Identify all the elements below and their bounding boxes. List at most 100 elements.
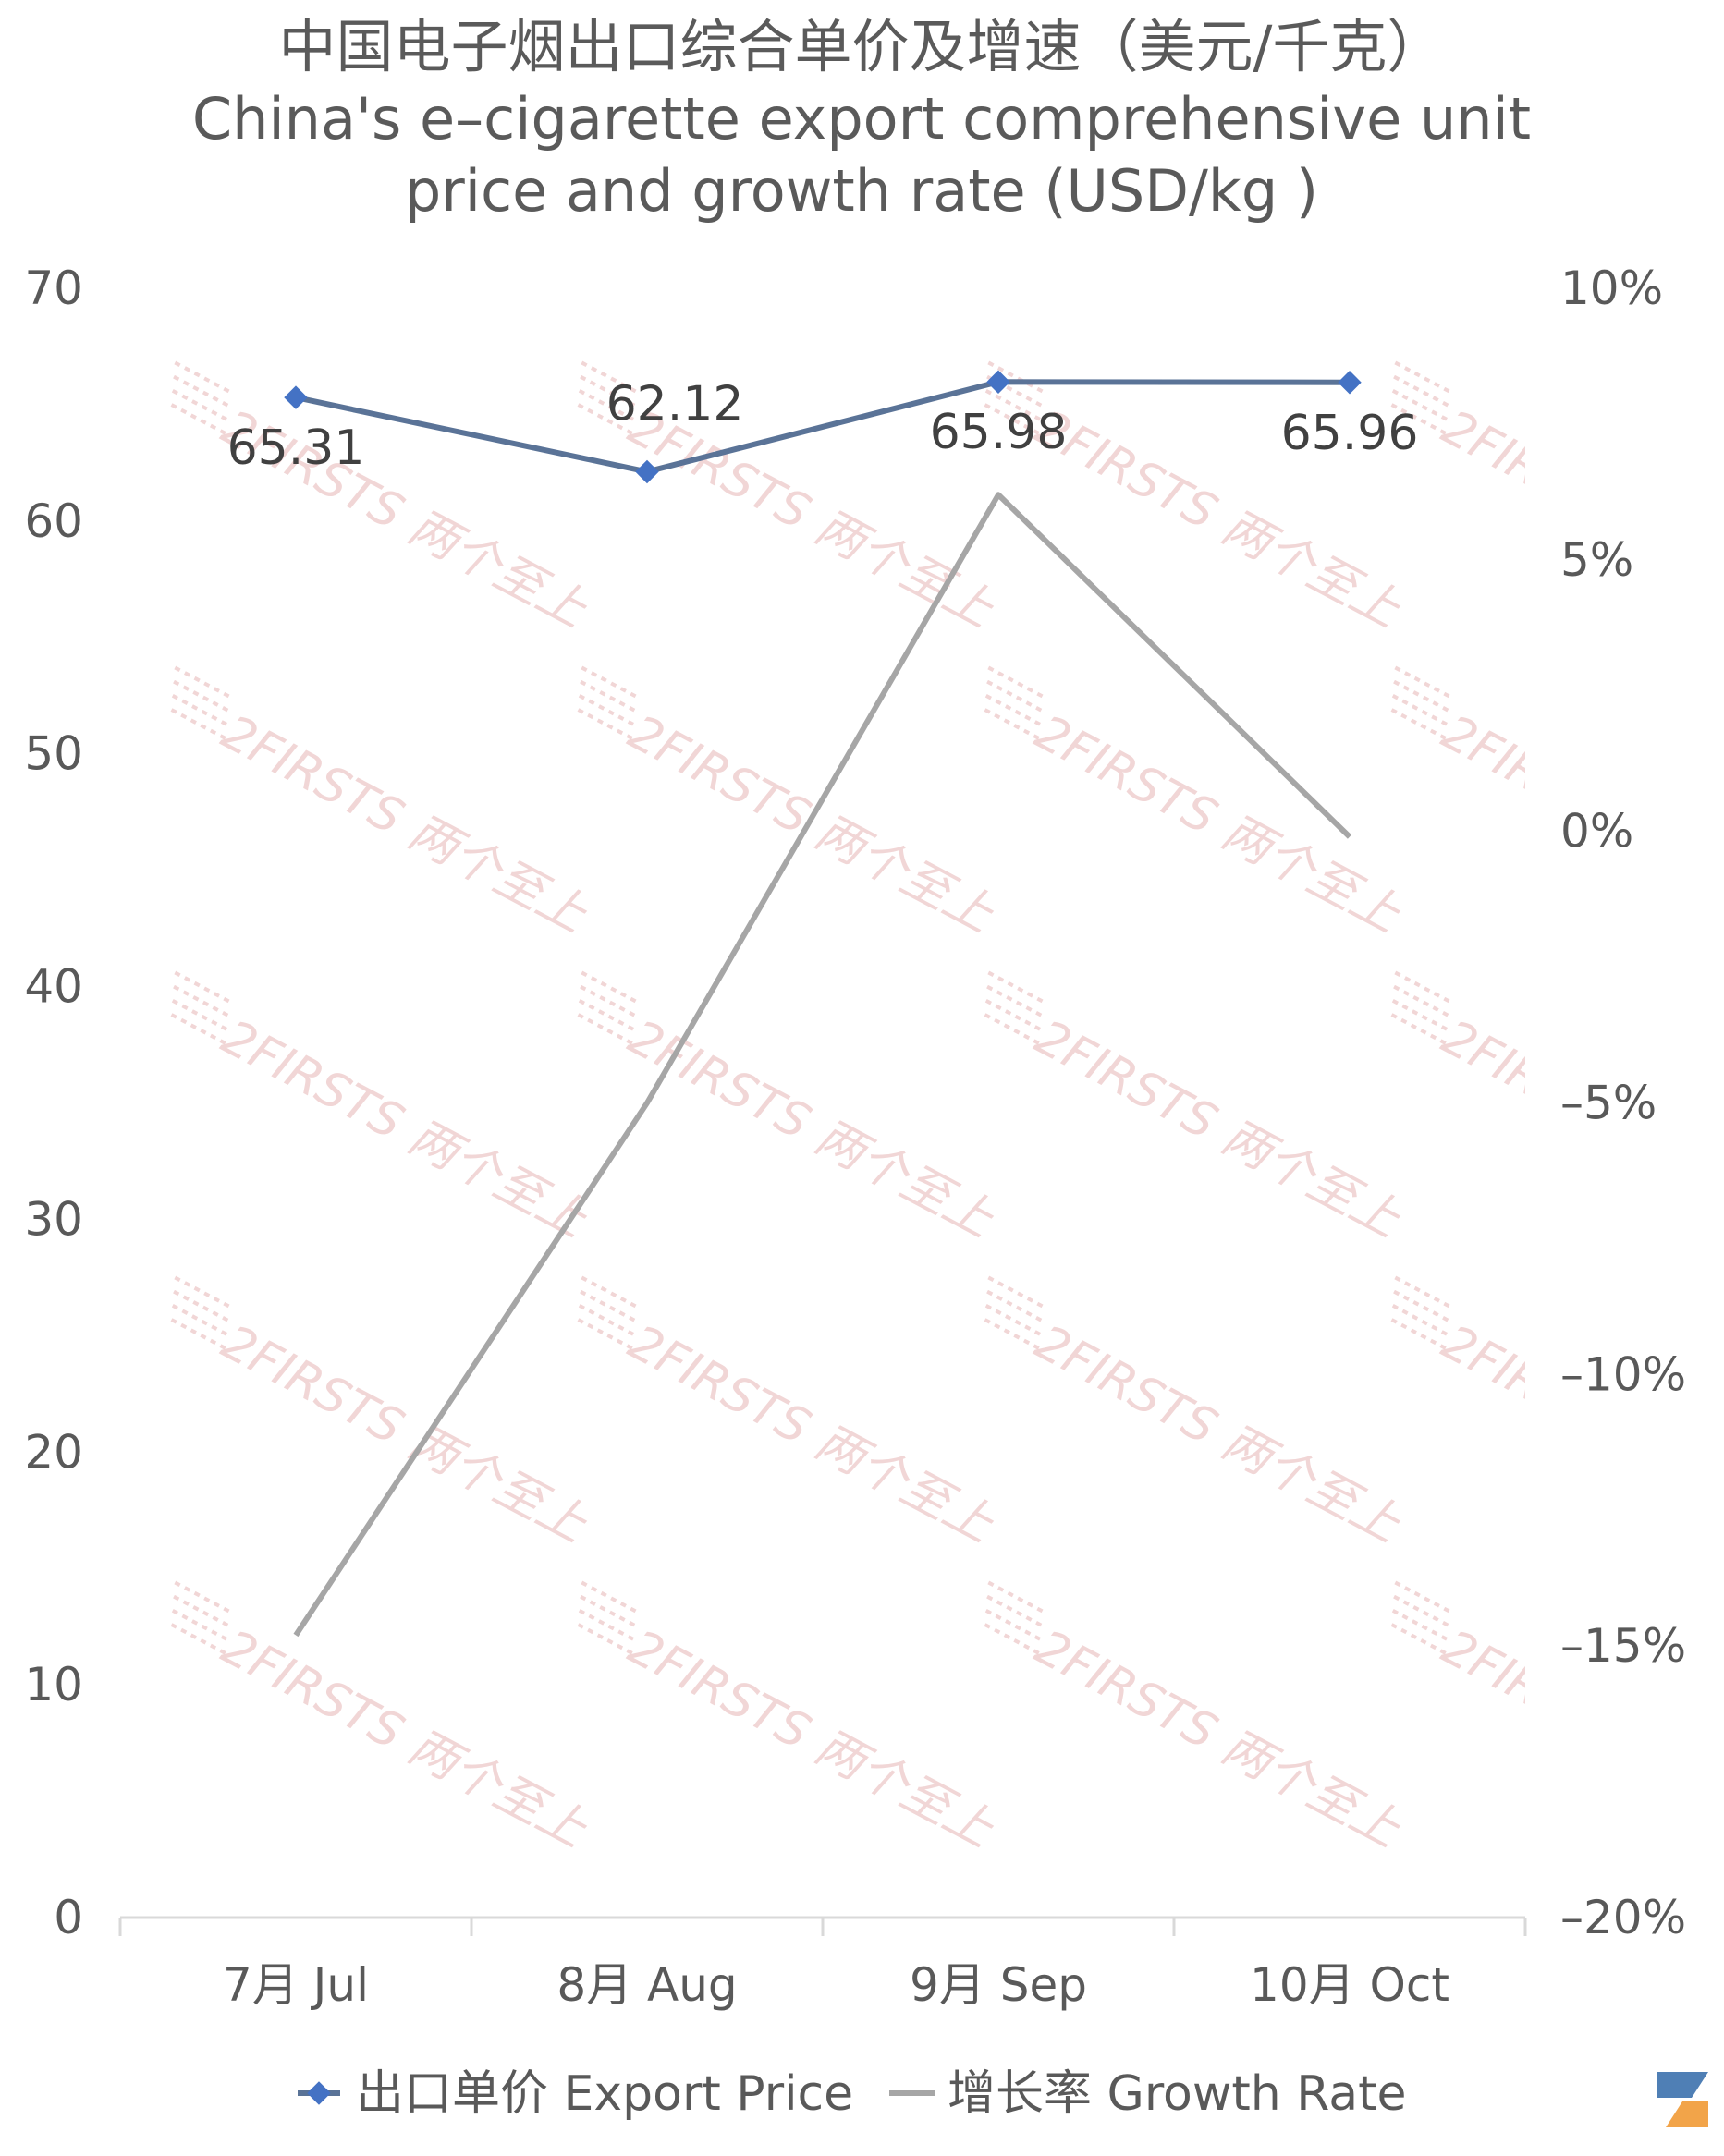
left-axis-tick-label: 60 [24,494,83,548]
watermark-icon [984,708,1044,742]
watermark-text: 2FIRSTS 两个至上 [213,1315,596,1553]
right-axis-tick-label: 10% [1560,262,1663,315]
watermark-icon [1391,694,1451,728]
left-axis-tick-label: 30 [24,1192,83,1246]
watermark-icon [170,1623,230,1657]
watermark-icon [577,1623,637,1657]
chart-subtitle-line-1: China's e–cigarette export comprehensive… [192,85,1531,152]
watermark-text: 2FIRSTS 两个至上 [1026,1620,1410,1858]
watermark-icon [171,694,231,728]
watermark-icon [987,1580,1047,1615]
watermark-icon [1394,665,1454,700]
watermark-icon [987,665,1047,700]
export-price-data-label: 65.31 [227,420,365,476]
watermark: 2FIRSTS 两个至上 [577,665,1003,944]
x-axis-label: 10月 Oct [1250,1958,1449,2012]
watermark-text: 2FIRSTS 两个至上 [1026,1010,1410,1249]
x-axis-label: 9月 Sep [910,1958,1087,2012]
watermark-icon [174,970,234,1005]
watermark-icon [577,708,637,742]
watermark-icon [1393,1594,1452,1629]
watermark-icon [984,1623,1044,1657]
watermark-icon [578,694,638,728]
watermark: 2FIRSTS 两个至上 [170,360,596,639]
export-price-line [295,379,1351,475]
watermark-icon [581,970,641,1005]
x-axis-label: 8月 Aug [556,1958,737,2012]
right-axis-tick-label: 5% [1560,533,1633,587]
watermark-icon [581,1580,641,1615]
watermark-icon [986,679,1045,714]
watermark-icon [1390,1318,1450,1352]
watermark-icon [578,1609,638,1643]
watermark-icon [1391,1609,1451,1643]
watermark-icon [984,694,1045,728]
watermark-icon [173,984,232,1019]
watermark-icon [577,1318,637,1352]
right-axis-tick-label: –20% [1560,1891,1686,1944]
watermark: 2FIRSTS 两个至上 [984,360,1410,639]
right-axis-tick-label: –5% [1560,1077,1657,1130]
left-axis-tick-label: 40 [24,960,83,1014]
watermark-text: 2FIRSTS 两个至上 [1433,400,1724,639]
watermark: 2FIRSTS 两个至上 [984,665,1410,944]
series-export-price [284,370,1362,484]
left-axis-ticks: 0 10 20 30 40 50 60 70 [24,262,83,1944]
watermark-icon [986,984,1045,1019]
watermark-icon [581,665,641,700]
watermark-icon [174,360,234,396]
legend-price-marker [307,2081,331,2105]
watermark-icon [174,1580,234,1615]
left-axis-tick-label: 50 [24,727,83,781]
watermark-icon [1394,970,1454,1005]
export-price-data-label: 62.12 [606,376,744,432]
watermark-text: 2FIRSTS 两个至上 [1026,1315,1410,1553]
data-labels: 65.31 62.12 65.98 65.96 [227,376,1419,476]
watermark-icon [984,999,1045,1033]
watermark: 2FIRSTS 两个至上 [170,665,596,944]
right-axis-ticks: –20% –15% –10% –5% 0% 5% 10% [1560,262,1686,1944]
watermark: 2FIRSTS 两个至上 [170,1275,596,1553]
watermark-icon [1390,1013,1450,1047]
watermark: 2FIRSTS 两个至上 [577,1275,1003,1553]
watermark-icon [1393,679,1452,714]
left-axis-tick-label: 0 [54,1891,83,1944]
watermark-icon [580,1289,639,1324]
watermark-icon [1391,999,1451,1033]
watermark-icon [174,665,234,700]
watermark: 2FIRSTS 两个至上 [577,1580,1003,1858]
watermark-icon [987,1275,1047,1310]
watermark: 2FIRSTS 两个至上 [1390,665,1525,944]
growth-rate-line [293,492,1352,1638]
watermark-icon [986,1594,1045,1629]
watermark-icon [1390,1623,1450,1657]
x-axis-label: 7月 Jul [223,1958,369,2012]
watermark-icon [1390,708,1450,742]
export-price-data-label: 65.96 [1281,406,1419,461]
watermark: 2FIRSTS 两个至上 [1390,1275,1525,1553]
watermark-icon [1394,1275,1454,1310]
watermark-icon [171,1609,231,1643]
watermark-icon [171,389,231,423]
export-price-point [986,370,1010,394]
watermark: 2FIRSTS 两个至上 [1390,360,1724,639]
watermark-text: 2FIRSTS 两个至上 [619,1315,1003,1553]
watermark-icon [986,1289,1045,1324]
watermark-icon [1394,360,1454,396]
watermark-icon [1393,1289,1452,1324]
watermark-icon [984,1318,1044,1352]
2firsts-logo-icon [1657,2072,1708,2127]
watermark: 2FIRSTS 两个至上 [984,1580,1410,1858]
watermark-text: 2FIRSTS 两个至上 [619,705,1003,944]
left-axis-tick-label: 70 [24,262,83,315]
watermark-icon [577,1013,637,1047]
watermark-icon [174,1275,234,1310]
watermark-icon [984,1609,1045,1643]
watermark-icon [984,1013,1044,1047]
chart-subtitle-line-2: price and growth rate (USD/kg ) [405,157,1318,225]
watermark: 2FIRSTS 两个至上 [984,1275,1410,1553]
export-price-point [284,385,308,409]
export-price-point [635,459,659,484]
